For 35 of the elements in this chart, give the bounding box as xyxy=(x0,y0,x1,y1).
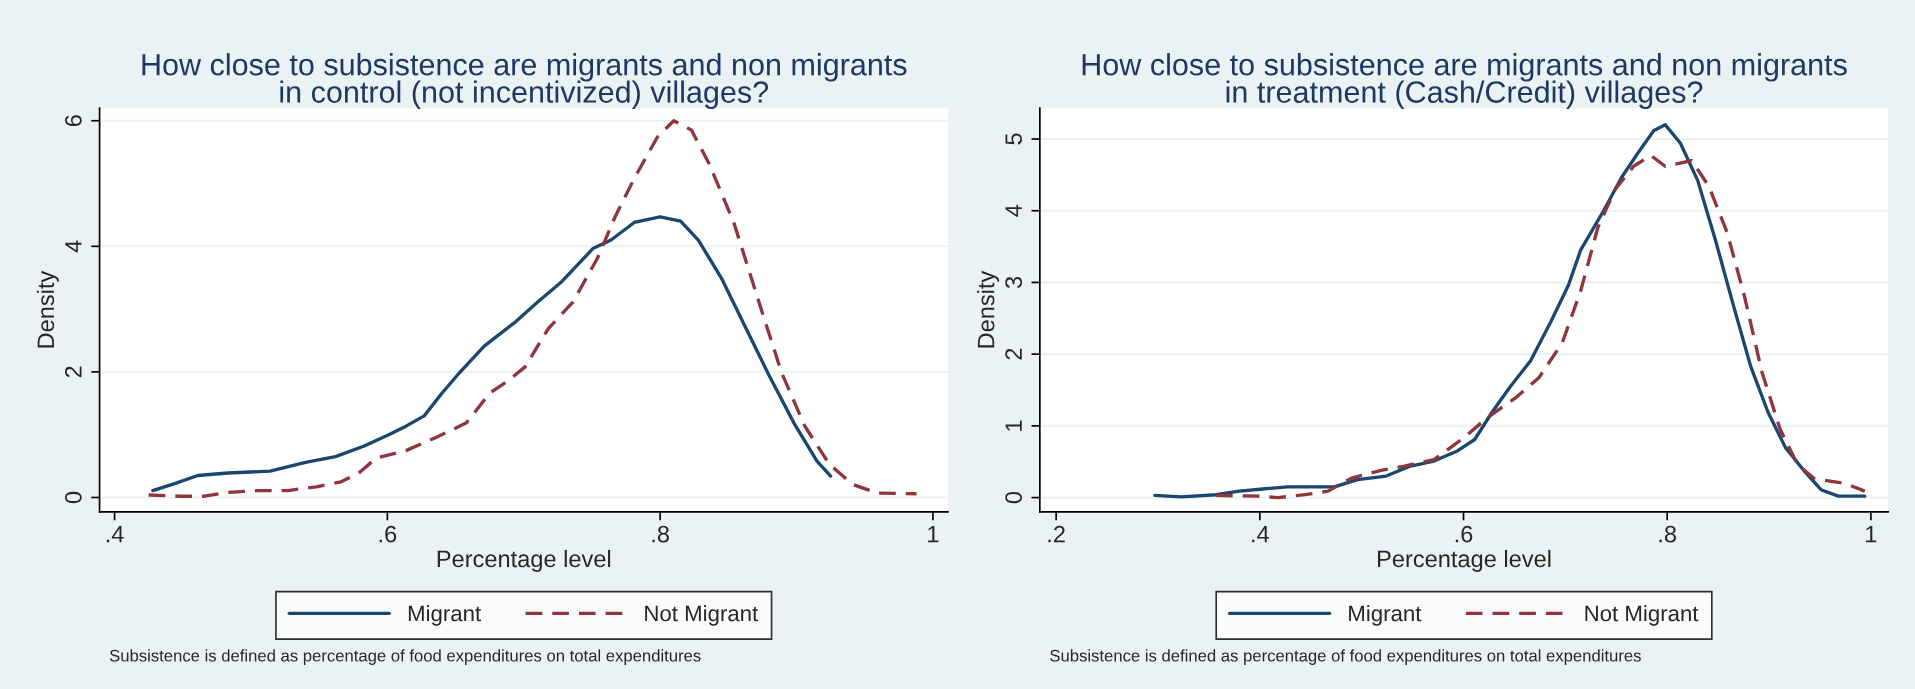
y-tick-label: 3 xyxy=(1005,276,1022,289)
y-axis-title: Density xyxy=(977,270,1000,348)
y-tick-label: 0 xyxy=(1005,491,1022,504)
text: Subsistence is defined as percentage of food expenditures on total expenditures xyxy=(1050,649,1641,665)
y-tick-label: 6 xyxy=(65,115,82,127)
x-axis-title: Percentage level xyxy=(437,549,611,572)
y-tick-label: 4 xyxy=(65,240,82,253)
x-tick-label: .4 xyxy=(1252,525,1269,543)
y-tick-label: 5 xyxy=(1005,133,1022,145)
y-tick-label: 2 xyxy=(65,366,82,378)
x-tick-label: .4 xyxy=(106,525,124,543)
line-series xyxy=(151,215,833,493)
y-tick-label: 0 xyxy=(65,491,82,504)
x-tick-label: .6 xyxy=(1455,525,1473,543)
line-series xyxy=(1153,123,1867,499)
x-tick-label: .6 xyxy=(379,525,397,543)
y-tick-label: 1 xyxy=(1005,420,1022,431)
y-tick-label: 4 xyxy=(1005,204,1022,217)
y-tick-label: 2 xyxy=(1005,348,1022,360)
x-tick-label: .8 xyxy=(652,525,669,543)
chart-title: How close to subsistence are migrants and non migrants in treatment (Cash/Credit) villages? xyxy=(1082,53,1847,109)
y-axis-title: Density xyxy=(36,270,59,348)
x-tick-label: .2 xyxy=(1048,525,1065,543)
line-series xyxy=(1214,153,1867,500)
text: Subsistence is defined as percentage of food expenditures on total expenditures xyxy=(109,649,701,665)
x-axis-title: Percentage level xyxy=(1378,549,1551,572)
legend-label: Migrant xyxy=(1349,605,1422,626)
legend-label: Migrant xyxy=(408,605,481,626)
chart-title: How close to subsistence are migrants and non migrants in control (not incentivized) villages? xyxy=(142,53,907,109)
legend-label: Not Migrant xyxy=(645,605,759,626)
x-tick-label: 1 xyxy=(1866,525,1877,543)
x-tick-label: .8 xyxy=(1659,525,1677,543)
line-series xyxy=(147,119,919,498)
legend-label: Not Migrant xyxy=(1585,605,1699,626)
x-tick-label: 1 xyxy=(928,525,939,543)
